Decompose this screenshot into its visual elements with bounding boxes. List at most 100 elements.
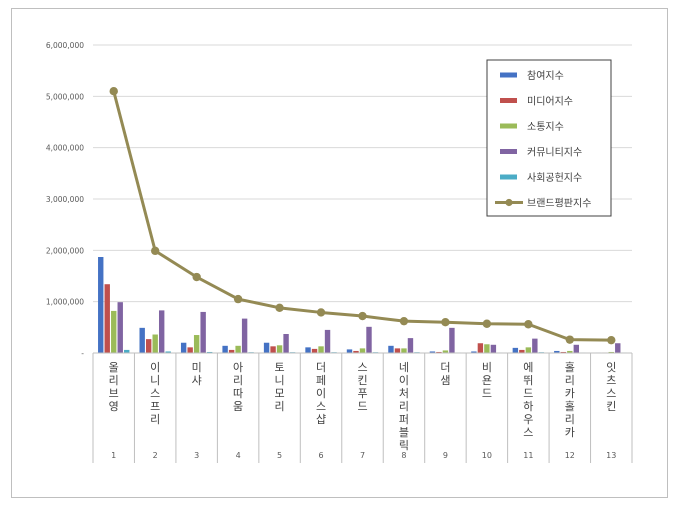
y-tick-label: - xyxy=(81,349,84,358)
legend-label: 커뮤니티지수 xyxy=(527,147,582,159)
bar xyxy=(235,345,241,353)
bar xyxy=(117,302,123,353)
legend-label: 참여지수 xyxy=(527,70,564,82)
bar xyxy=(429,351,436,353)
bar xyxy=(270,346,276,353)
line-point xyxy=(607,335,616,345)
bar xyxy=(532,338,538,353)
bar xyxy=(152,334,158,353)
line-point xyxy=(565,335,575,344)
legend-swatch xyxy=(500,98,517,103)
bar xyxy=(124,349,130,353)
line-point xyxy=(192,272,201,282)
bar xyxy=(111,310,117,353)
bar xyxy=(567,350,573,353)
bar xyxy=(484,344,490,353)
rank-label: 3 xyxy=(194,451,199,460)
bar xyxy=(158,310,165,353)
bar xyxy=(98,257,104,353)
rank-label: 9 xyxy=(443,451,448,460)
rank-label: 6 xyxy=(318,451,323,460)
y-tick-label: 5,000,000 xyxy=(46,92,84,101)
rank-label: 11 xyxy=(523,451,533,460)
bar xyxy=(305,347,311,353)
line-point xyxy=(233,294,243,304)
bar xyxy=(200,311,206,353)
bar xyxy=(436,351,442,353)
legend-label: 사회공헌지수 xyxy=(527,172,582,184)
bar xyxy=(318,346,324,353)
line-point xyxy=(441,318,450,327)
bar-series xyxy=(98,257,627,353)
bar xyxy=(145,339,152,353)
y-tick-label: 6,000,000 xyxy=(46,41,84,50)
bar xyxy=(573,344,580,353)
line-series xyxy=(109,87,616,345)
y-tick-label: 3,000,000 xyxy=(46,195,84,204)
bar xyxy=(401,348,407,353)
bar xyxy=(283,334,289,353)
bar xyxy=(206,351,213,353)
bar xyxy=(222,345,228,353)
bar xyxy=(442,350,449,353)
rank-label: 5 xyxy=(277,451,282,460)
bar xyxy=(394,348,401,353)
y-tick-label: 2,000,000 xyxy=(46,246,84,255)
legend-label: 소통지수 xyxy=(527,121,564,133)
line-point xyxy=(524,320,533,329)
rank-label: 13 xyxy=(606,451,616,460)
bar xyxy=(388,345,394,353)
legend-swatch xyxy=(500,123,517,129)
bar xyxy=(104,284,110,353)
bar xyxy=(263,342,270,353)
rank-label: 12 xyxy=(565,451,575,460)
bar xyxy=(139,327,145,353)
rank-label: 4 xyxy=(236,451,241,460)
rank-label: 7 xyxy=(360,451,365,460)
bar xyxy=(180,342,187,353)
line-point xyxy=(109,87,118,96)
bar xyxy=(165,351,171,353)
bar xyxy=(346,349,353,353)
bar xyxy=(554,350,560,353)
line-point xyxy=(150,246,160,256)
legend-label: 브랜드평판지수 xyxy=(527,198,591,210)
bar xyxy=(311,348,318,353)
bar xyxy=(276,345,283,353)
bar xyxy=(490,344,497,353)
bar xyxy=(560,351,567,353)
line-point xyxy=(275,303,284,313)
bar xyxy=(449,327,455,353)
rank-label: 2 xyxy=(153,451,158,460)
legend-marker xyxy=(505,198,513,207)
legend-swatch xyxy=(500,174,517,180)
legend-swatch xyxy=(500,149,517,154)
bar xyxy=(187,347,193,353)
bar xyxy=(193,335,200,353)
y-tick-label: 1,000,000 xyxy=(46,298,84,307)
bar xyxy=(525,347,532,353)
legend-label: 미디어지수 xyxy=(527,96,573,108)
y-tick-label: 4,000,000 xyxy=(46,144,84,153)
legend-swatch xyxy=(500,72,517,78)
bar xyxy=(407,338,414,353)
legend-box xyxy=(486,59,612,217)
bar xyxy=(353,350,359,353)
bar xyxy=(615,343,621,353)
bar xyxy=(241,318,248,353)
